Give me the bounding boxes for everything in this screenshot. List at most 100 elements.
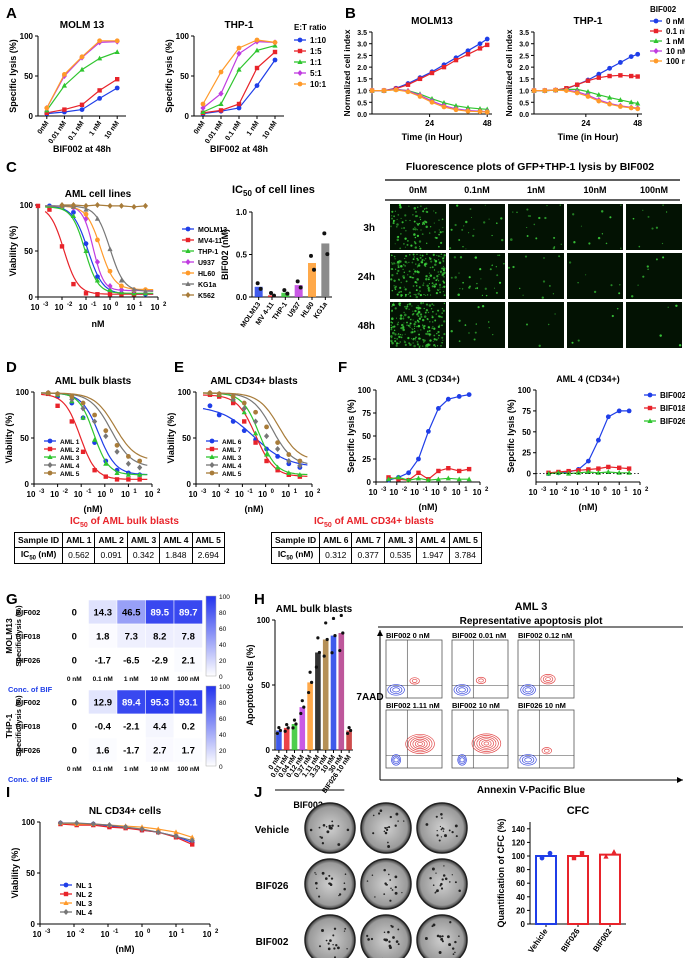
data-point [325,252,330,257]
fluorescent-cell [491,234,493,237]
fluorescent-cell [416,343,419,346]
fluorescent-cell [450,228,453,231]
x-tick-exponent: -2 [562,487,568,493]
table-header-cell: AML 3 [126,532,161,548]
data-point [653,28,659,34]
x-tick-exponent: -3 [201,489,207,495]
fluorescent-cell [400,326,403,330]
data-point [230,400,236,406]
x-tick-label: 10 [281,490,290,499]
fluorescent-cell [392,331,395,335]
heatmap-value: 8.2 [153,632,166,643]
fluorescent-cell [414,293,417,296]
fluorescent-cell [414,309,417,313]
fluorescent-cell [675,304,678,307]
colony [337,946,340,950]
data-point [218,101,224,106]
fluorescent-cell [474,256,478,259]
facs-y-label: 7AAD [356,692,383,703]
fluorescent-cell [391,289,394,292]
legend-label: 0.1 nM [666,27,685,36]
bar [283,727,290,750]
fluorescent-cell [468,232,470,234]
fluorescent-cell [526,235,529,237]
facs-contour [476,736,497,751]
data-point [258,286,263,291]
colony [321,929,324,932]
fluorescence-image [626,302,682,348]
fluorescent-cell [434,319,437,322]
fluorescent-cell [420,301,423,305]
fluorescent-cell [404,313,407,317]
legend-label: AML 7 [222,447,242,454]
fluorescent-cell [573,241,576,244]
fluorescent-cell [458,319,461,322]
x-tick-exponent: -1 [583,487,589,493]
fluorescent-cell [396,272,399,275]
fluorescent-cell [413,233,416,236]
data-point [603,853,609,859]
facs-contour [521,755,535,764]
fluorescent-cell [421,318,425,322]
fluorescent-cell [427,287,430,290]
fluorescent-cell [588,242,591,245]
colorbar-tick-label: 40 [219,732,227,739]
fluorescent-cell [439,288,441,290]
fluorescent-cell [400,217,402,219]
heatmap-cell [173,737,203,763]
heatmap-cell [88,737,118,763]
colony [436,829,438,832]
colony [387,841,389,844]
fluorescent-cell [431,321,434,323]
table-header-cell: AML 6 [319,532,353,548]
x-tick-label: 10 [410,488,419,497]
x-tick-exponent: 2 [163,302,167,308]
y-tick-label: 50 [20,434,29,443]
fluorescent-cell [462,281,464,284]
data-point [429,99,435,105]
fluorescence-image-bg [626,204,682,250]
fluorescent-cell [465,220,468,224]
x-tick-label: 0.01 nM [48,120,69,145]
colony [394,824,397,827]
fluorescent-cell [405,280,408,283]
x-tick-label: 10 nM [104,120,121,140]
fluorescent-cell [414,242,417,244]
x-tick-exponent: 0 [110,489,114,495]
heatmap-value: 2.1 [182,656,196,667]
fluorescent-cell [420,229,422,231]
fluorescent-cell [465,248,467,250]
data-point [95,274,100,280]
fluorescent-cell [431,303,434,305]
data-point [297,81,303,87]
heatmap-column-label: 0.1 nM [93,676,113,683]
fluorescent-cell [441,324,443,327]
fluorescent-cell [393,219,395,222]
data-point [393,87,399,93]
colony [384,827,387,830]
data-point [314,665,318,669]
fluorescent-cell [404,237,407,240]
fluorescent-cell [421,254,424,257]
fluorescent-cell [554,313,556,315]
fluorescent-cell [408,308,410,310]
colony [370,937,374,941]
fluorescent-cell [611,314,614,318]
y-axis-label: Viability (%) [4,413,14,464]
fluorescent-cell [414,214,418,218]
colony [346,948,348,950]
colony [392,936,395,939]
fluorescent-cell [393,285,395,287]
fluorescent-cell [418,263,420,265]
fluorescent-cell [394,307,397,310]
colony [443,865,445,867]
heatmap-row-label: BIF018 [16,632,41,641]
data-point [417,76,423,82]
data-point [103,428,109,434]
data-point [579,851,585,856]
fluorescent-cell [410,244,413,247]
data-point [185,259,191,265]
data-point [241,409,247,415]
